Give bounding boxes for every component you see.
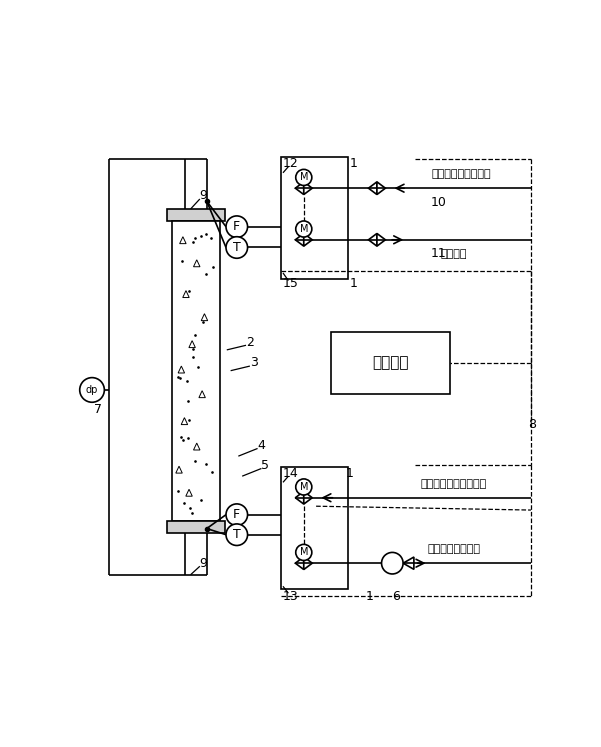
- Text: 9: 9: [200, 557, 207, 570]
- Text: 12: 12: [283, 157, 299, 170]
- Polygon shape: [304, 492, 313, 504]
- Polygon shape: [295, 182, 304, 194]
- Polygon shape: [368, 182, 377, 194]
- Text: 7: 7: [94, 403, 102, 415]
- Bar: [281, 467, 349, 589]
- Text: T: T: [233, 241, 240, 254]
- Bar: [281, 158, 349, 279]
- Text: M: M: [299, 482, 308, 492]
- Circle shape: [226, 524, 248, 545]
- Text: M: M: [299, 224, 308, 234]
- Text: 1: 1: [350, 157, 358, 170]
- Circle shape: [226, 504, 248, 525]
- Polygon shape: [295, 233, 304, 247]
- Text: dp: dp: [86, 385, 98, 395]
- Text: 11: 11: [431, 247, 447, 260]
- Circle shape: [226, 216, 248, 238]
- Text: 1: 1: [350, 277, 358, 290]
- Circle shape: [296, 545, 312, 560]
- Text: 1: 1: [346, 467, 354, 480]
- Polygon shape: [295, 557, 304, 569]
- Text: 5: 5: [261, 459, 269, 472]
- Text: 控制系统: 控制系统: [372, 356, 408, 371]
- Text: M: M: [299, 173, 308, 182]
- Circle shape: [382, 553, 403, 574]
- Text: 10: 10: [430, 196, 447, 208]
- Circle shape: [226, 237, 248, 258]
- Text: 15: 15: [282, 277, 299, 290]
- Text: 来自冷一次风入口空气: 来自冷一次风入口空气: [421, 479, 487, 489]
- Bar: [172, 221, 220, 521]
- Bar: [331, 332, 450, 394]
- Text: 到空预器出口烟道: 到空预器出口烟道: [427, 545, 480, 554]
- Text: F: F: [233, 220, 240, 233]
- Text: F: F: [233, 508, 240, 521]
- Polygon shape: [295, 492, 304, 504]
- Text: 14: 14: [283, 467, 299, 480]
- Text: 9: 9: [200, 190, 207, 202]
- Bar: [166, 521, 225, 533]
- Text: 3: 3: [250, 356, 258, 370]
- Text: 8: 8: [528, 418, 536, 431]
- Text: 1: 1: [365, 590, 373, 603]
- Text: M: M: [299, 548, 308, 557]
- Circle shape: [80, 378, 105, 403]
- Text: 来自空预器入口烟气: 来自空预器入口烟气: [432, 170, 492, 179]
- Text: 4: 4: [257, 439, 266, 452]
- Polygon shape: [304, 182, 313, 194]
- Bar: [166, 209, 225, 221]
- Circle shape: [296, 221, 312, 237]
- Text: T: T: [233, 528, 240, 541]
- Polygon shape: [377, 233, 385, 247]
- Text: 2: 2: [246, 335, 254, 349]
- Text: 13: 13: [283, 590, 299, 603]
- Circle shape: [296, 479, 312, 495]
- Circle shape: [296, 170, 312, 185]
- Polygon shape: [368, 233, 377, 247]
- Polygon shape: [304, 233, 313, 247]
- Polygon shape: [377, 182, 385, 194]
- Text: 6: 6: [392, 590, 400, 603]
- Polygon shape: [304, 557, 313, 569]
- Text: 热二次风: 热二次风: [441, 249, 467, 258]
